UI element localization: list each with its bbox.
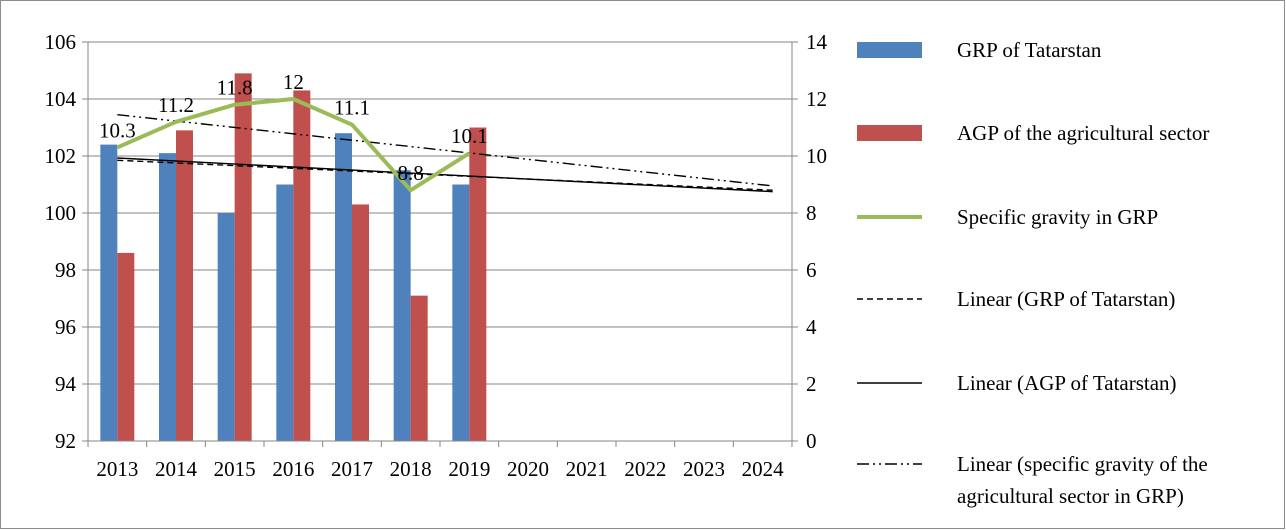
bar-grp	[100, 144, 118, 441]
bar-grp	[335, 133, 352, 441]
data-labels-layer: 10.3 11.2 11.8 12 11.1 8.8 10.1	[99, 70, 488, 185]
right-tick-label: 12	[806, 87, 827, 111]
data-label: 11.8	[217, 76, 253, 100]
left-tick-label: 96	[55, 315, 76, 339]
data-label: 10.3	[99, 118, 136, 142]
legend-swatch-bar	[857, 125, 922, 141]
data-label: 11.2	[158, 93, 194, 117]
legend-label: Linear (GRP of Tatarstan)	[957, 287, 1175, 311]
right-tick-label: 0	[806, 429, 817, 453]
legend: GRP of Tatarstan AGP of the agricultural …	[857, 38, 1209, 508]
bar-grp	[276, 184, 294, 441]
specific-gravity-line	[116, 97, 471, 193]
x-tick-label: 2013	[96, 457, 138, 481]
x-tick-label: 2022	[624, 457, 666, 481]
bars-layer	[100, 73, 487, 441]
axes-layer	[82, 41, 798, 447]
tick-labels-layer: 92 94 96 98 100 102 104 106 0 2 4 6 8 10 12 14 2013 2014 2…	[45, 30, 828, 481]
left-tick-label: 104	[45, 87, 77, 111]
data-label: 12	[283, 70, 304, 94]
right-tick-label: 2	[806, 372, 817, 396]
bar-agp	[234, 73, 252, 441]
x-tick-label: 2024	[742, 457, 785, 481]
left-tick-label: 102	[45, 144, 77, 168]
x-tick-label: 2023	[683, 457, 725, 481]
right-tick-label: 14	[806, 30, 828, 54]
x-tick-label: 2020	[507, 457, 549, 481]
x-tick-label: 2014	[155, 457, 198, 481]
lines-layer	[116, 97, 773, 193]
x-tick-label: 2019	[448, 457, 490, 481]
bar-agp	[352, 204, 369, 441]
trendline	[117, 157, 773, 193]
right-tick-label: 6	[806, 258, 817, 282]
left-tick-label: 106	[45, 30, 77, 54]
legend-swatch-bar	[857, 42, 922, 58]
bar-grp	[452, 184, 470, 441]
bar-agp	[293, 90, 311, 441]
x-tick-label: 2015	[214, 457, 256, 481]
data-label: 11.1	[334, 96, 370, 120]
x-tick-label: 2018	[390, 457, 432, 481]
bar-agp	[176, 130, 193, 441]
data-label: 8.8	[398, 161, 424, 185]
right-tick-label: 8	[806, 201, 817, 225]
left-tick-label: 98	[55, 258, 76, 282]
bar-agp	[410, 295, 428, 441]
legend-label: Specific gravity in GRP	[957, 205, 1158, 229]
bar-grp	[217, 213, 235, 441]
legend-label: GRP of Tatarstan	[957, 38, 1102, 62]
legend-label: AGP of the agricultural sector	[957, 121, 1209, 145]
bar-agp	[117, 252, 135, 441]
trendline	[117, 113, 773, 187]
bar-grp	[393, 170, 411, 441]
left-tick-label: 94	[55, 372, 77, 396]
x-tick-label: 2021	[566, 457, 608, 481]
gridlines	[88, 41, 792, 442]
left-tick-label: 100	[45, 201, 77, 225]
right-tick-label: 10	[806, 144, 827, 168]
data-label: 10.1	[451, 124, 488, 148]
legend-label: agricultural sector in GRP)	[957, 484, 1184, 508]
left-tick-label: 92	[55, 429, 76, 453]
legend-label: Linear (AGP of Tatarstan)	[957, 371, 1177, 395]
bar-grp	[159, 153, 176, 441]
right-tick-label: 4	[806, 315, 817, 339]
bar-agp	[469, 127, 487, 441]
x-tick-label: 2016	[272, 457, 314, 481]
legend-label: Linear (specific gravity of the	[957, 452, 1208, 476]
x-tick-label: 2017	[331, 457, 373, 481]
